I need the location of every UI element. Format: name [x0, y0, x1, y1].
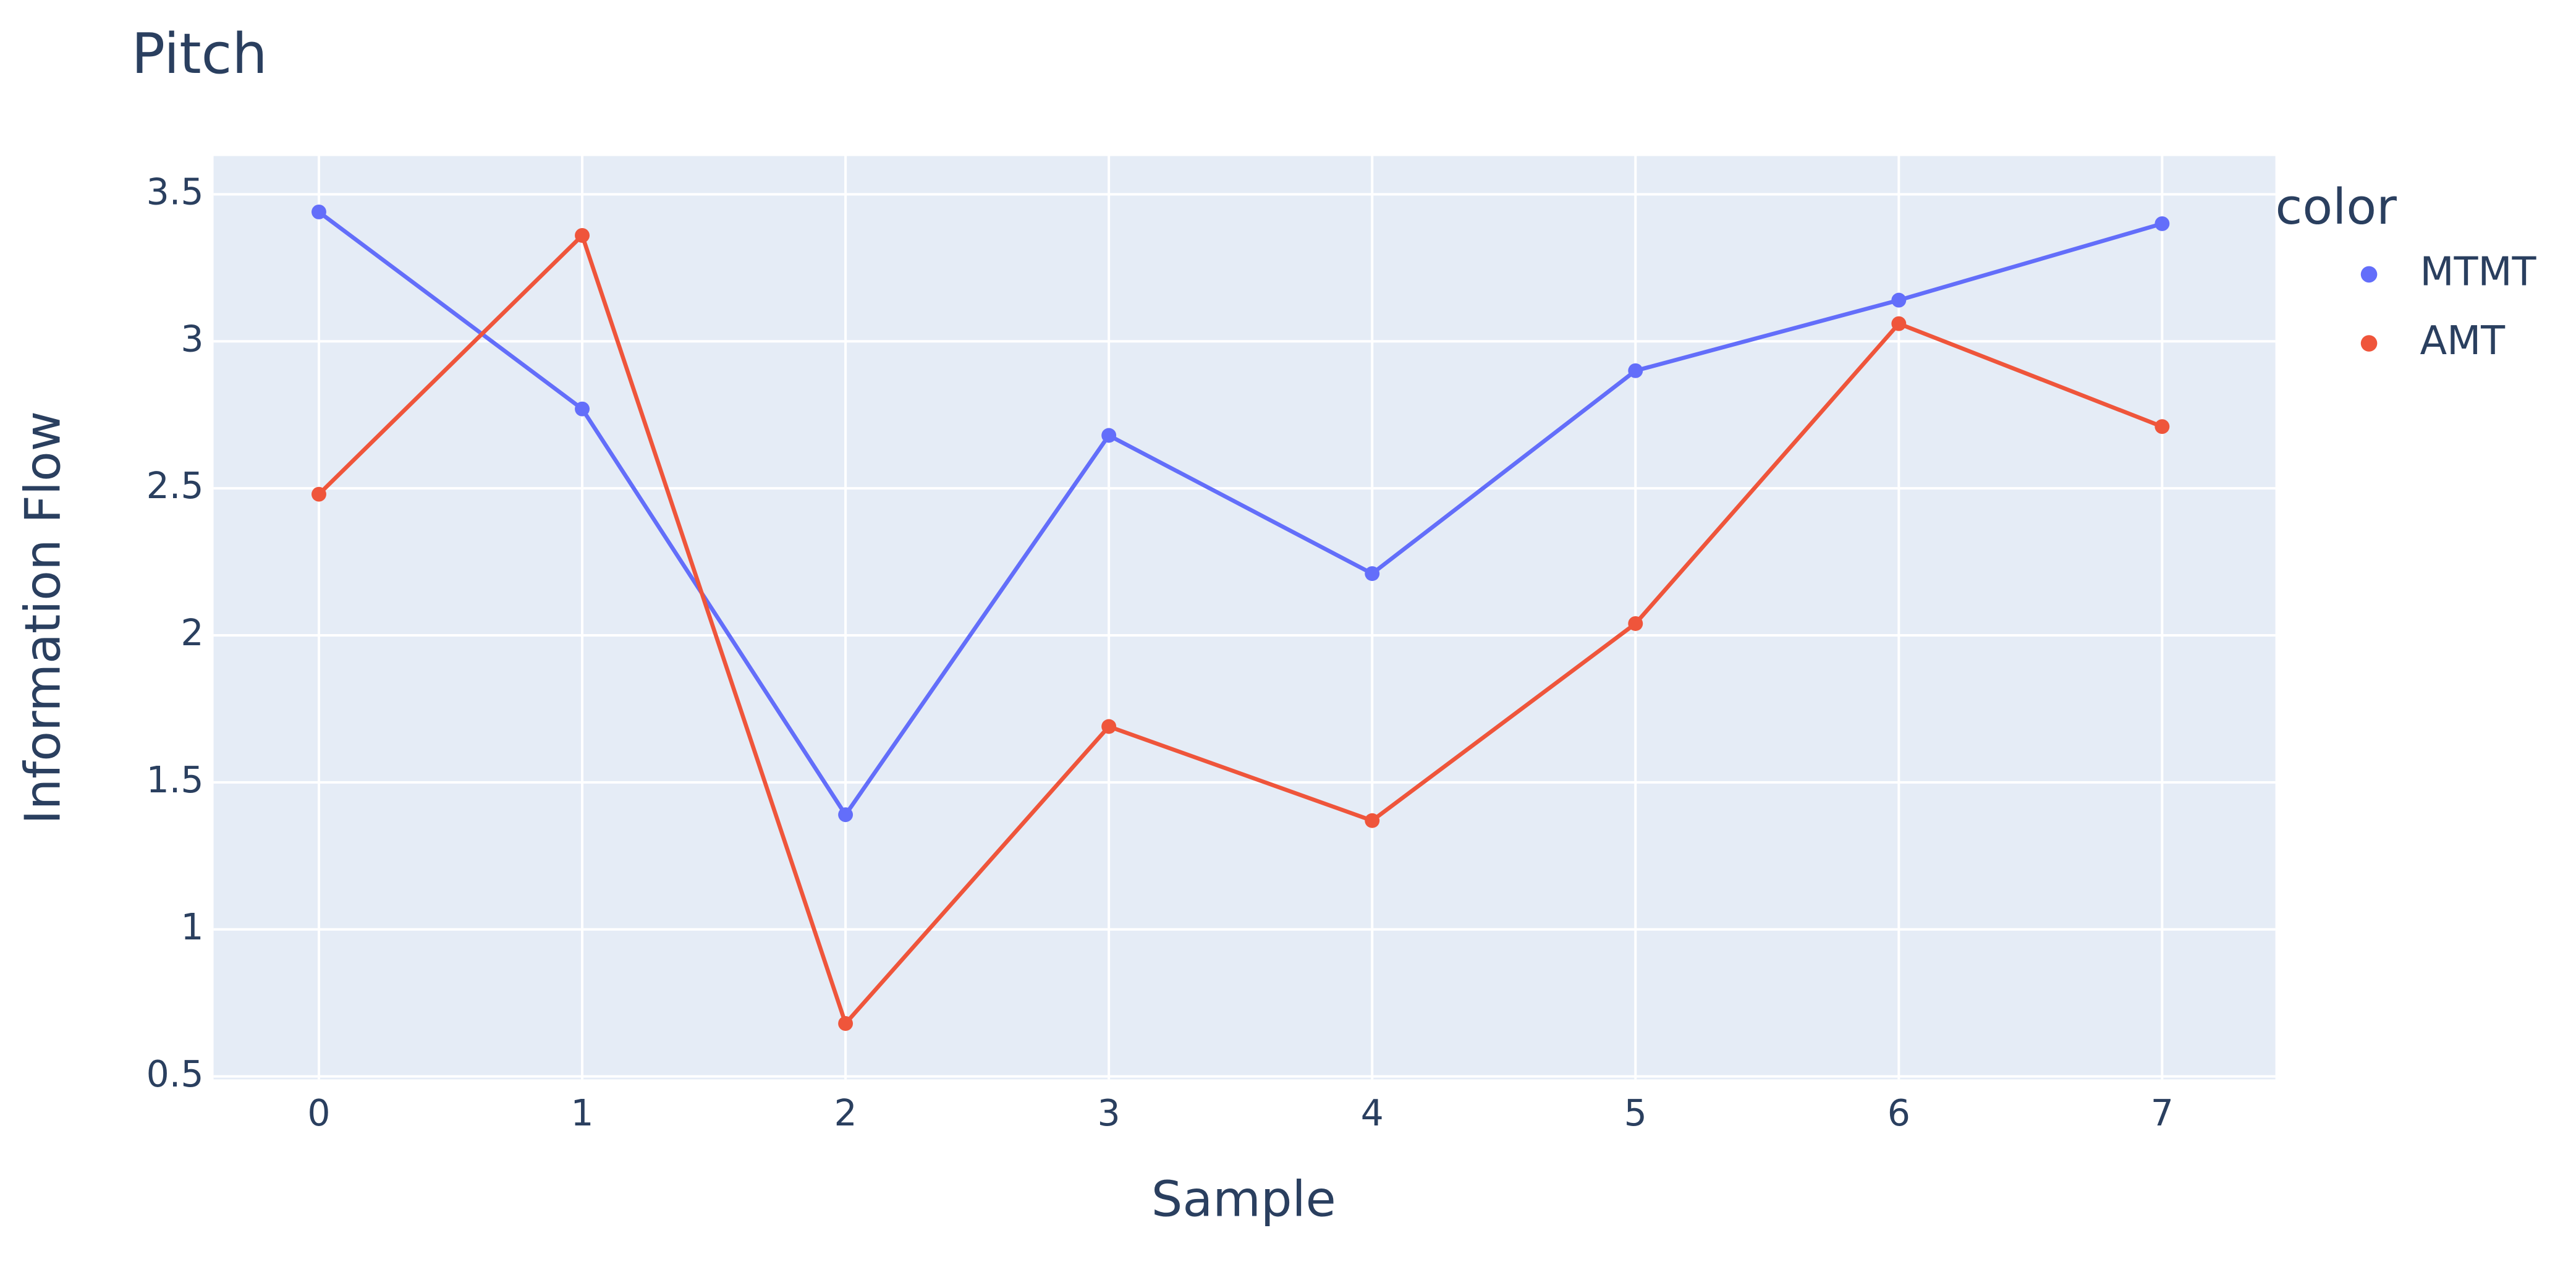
line — [317, 231, 2163, 1028]
x-axis-title: Sample — [1151, 1171, 1336, 1228]
x-tick-label: 1 — [570, 1092, 593, 1134]
x-tick-label: 0 — [307, 1092, 330, 1134]
point — [1101, 428, 1117, 443]
x-tick-label: 3 — [1098, 1092, 1121, 1134]
point — [311, 204, 326, 219]
point — [1891, 316, 1907, 331]
legend-title: color — [2276, 178, 2397, 235]
point — [1101, 719, 1117, 734]
x-tick-label: 6 — [1888, 1092, 1910, 1134]
x-tick-label: 4 — [1361, 1092, 1384, 1134]
point — [2154, 216, 2170, 231]
x-tick-label: 5 — [1624, 1092, 1647, 1134]
y-tick-label: 3.5 — [146, 171, 204, 213]
legend-marker — [2360, 266, 2378, 283]
legend-label: MTMT — [2420, 249, 2536, 295]
legend-marker — [2360, 335, 2378, 352]
point — [575, 228, 590, 243]
y-tick-label: 1.5 — [146, 759, 204, 801]
y-tick-label: 1 — [180, 906, 203, 948]
y-axis-title: Information Flow — [14, 411, 71, 824]
point — [2154, 419, 2170, 434]
point — [311, 486, 326, 502]
point — [1628, 616, 1643, 631]
line — [317, 210, 2163, 819]
point — [1891, 292, 1907, 308]
y-tick-label: 3 — [180, 318, 203, 360]
point — [1628, 363, 1643, 378]
point — [838, 1016, 854, 1031]
point — [1365, 566, 1380, 582]
y-tick-label: 0.5 — [146, 1053, 204, 1095]
point — [575, 401, 590, 417]
point — [1365, 813, 1380, 828]
y-tick-label: 2.5 — [146, 465, 204, 507]
point — [838, 807, 854, 823]
plot-area — [213, 156, 2276, 1080]
chart-title: Pitch — [132, 22, 268, 87]
x-tick-label: 7 — [2151, 1092, 2174, 1134]
x-tick-label: 2 — [834, 1092, 857, 1134]
y-tick-label: 2 — [180, 612, 203, 654]
legend-label: AMT — [2420, 318, 2506, 364]
